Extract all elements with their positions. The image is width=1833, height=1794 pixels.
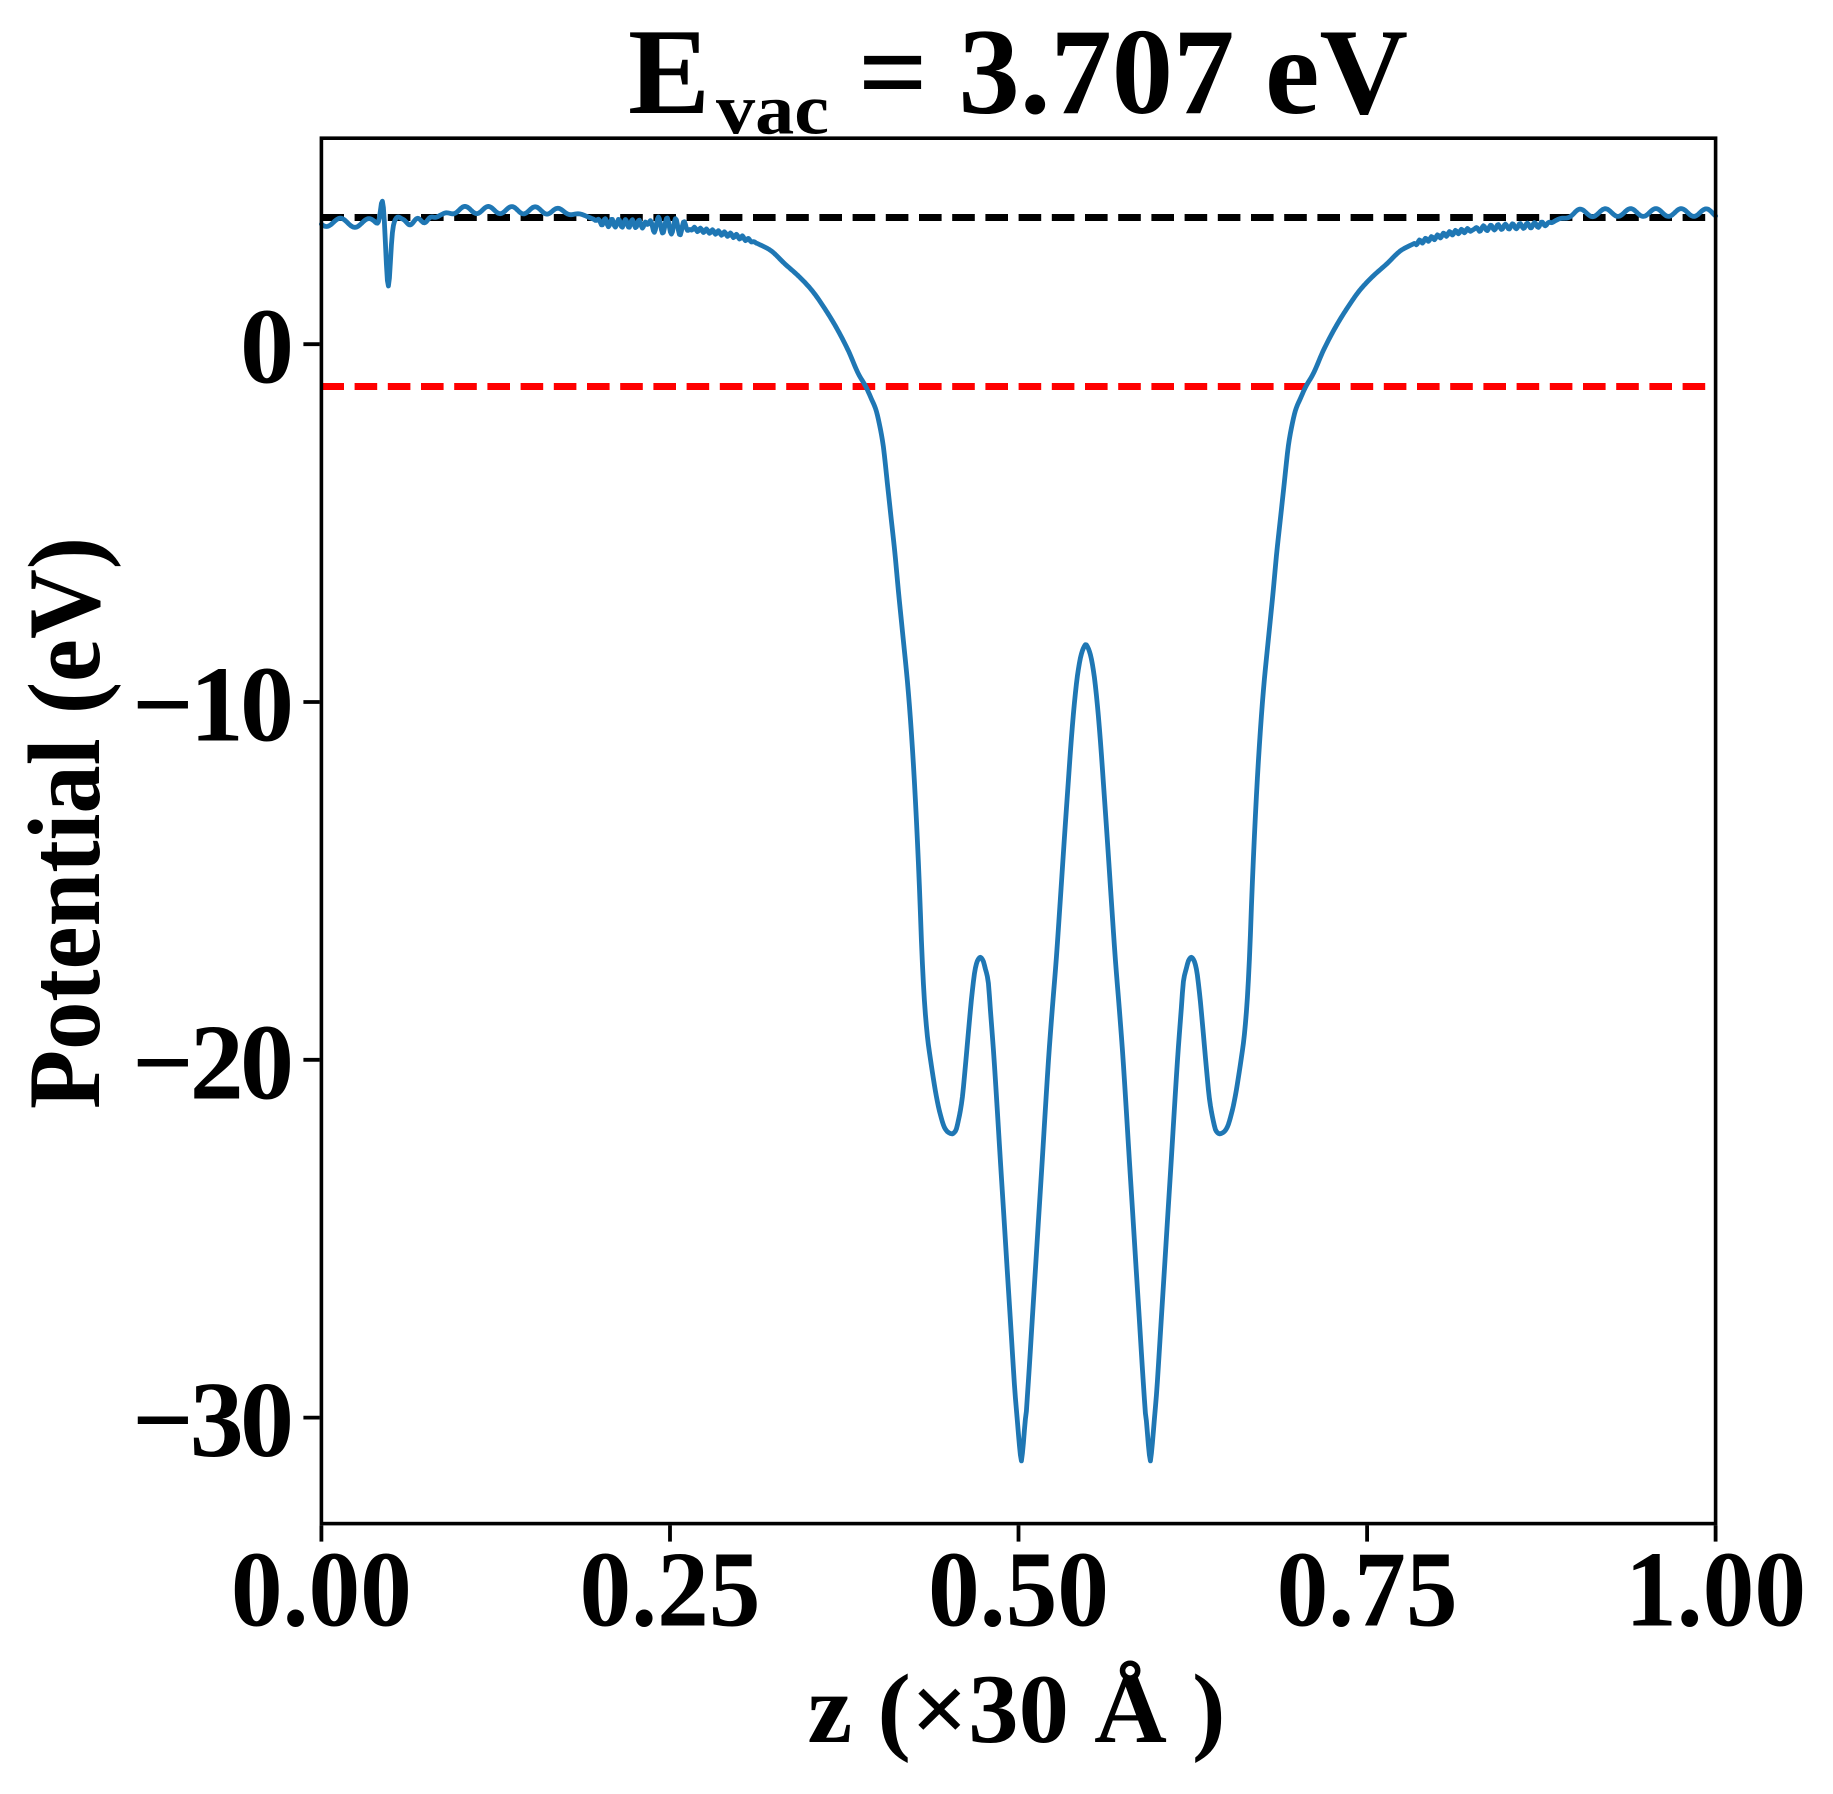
svg-text:−20: −20 bbox=[132, 1003, 294, 1122]
svg-text:−30: −30 bbox=[132, 1361, 294, 1480]
svg-text:z (×30 Å ): z (×30 Å ) bbox=[808, 1655, 1226, 1764]
svg-text:0: 0 bbox=[240, 288, 294, 407]
svg-text:Potential (eV): Potential (eV) bbox=[8, 537, 122, 1109]
svg-text:0.50: 0.50 bbox=[928, 1531, 1109, 1650]
svg-text:vac: vac bbox=[716, 70, 829, 150]
svg-text:0.25: 0.25 bbox=[580, 1531, 761, 1650]
svg-text:E: E bbox=[628, 3, 710, 140]
svg-text:−10: −10 bbox=[132, 646, 294, 765]
svg-text:1.00: 1.00 bbox=[1625, 1531, 1806, 1650]
svg-text:0.75: 0.75 bbox=[1277, 1531, 1458, 1650]
svg-text:0.00: 0.00 bbox=[231, 1531, 412, 1650]
svg-text:= 3.707 eV: = 3.707 eV bbox=[858, 3, 1408, 140]
